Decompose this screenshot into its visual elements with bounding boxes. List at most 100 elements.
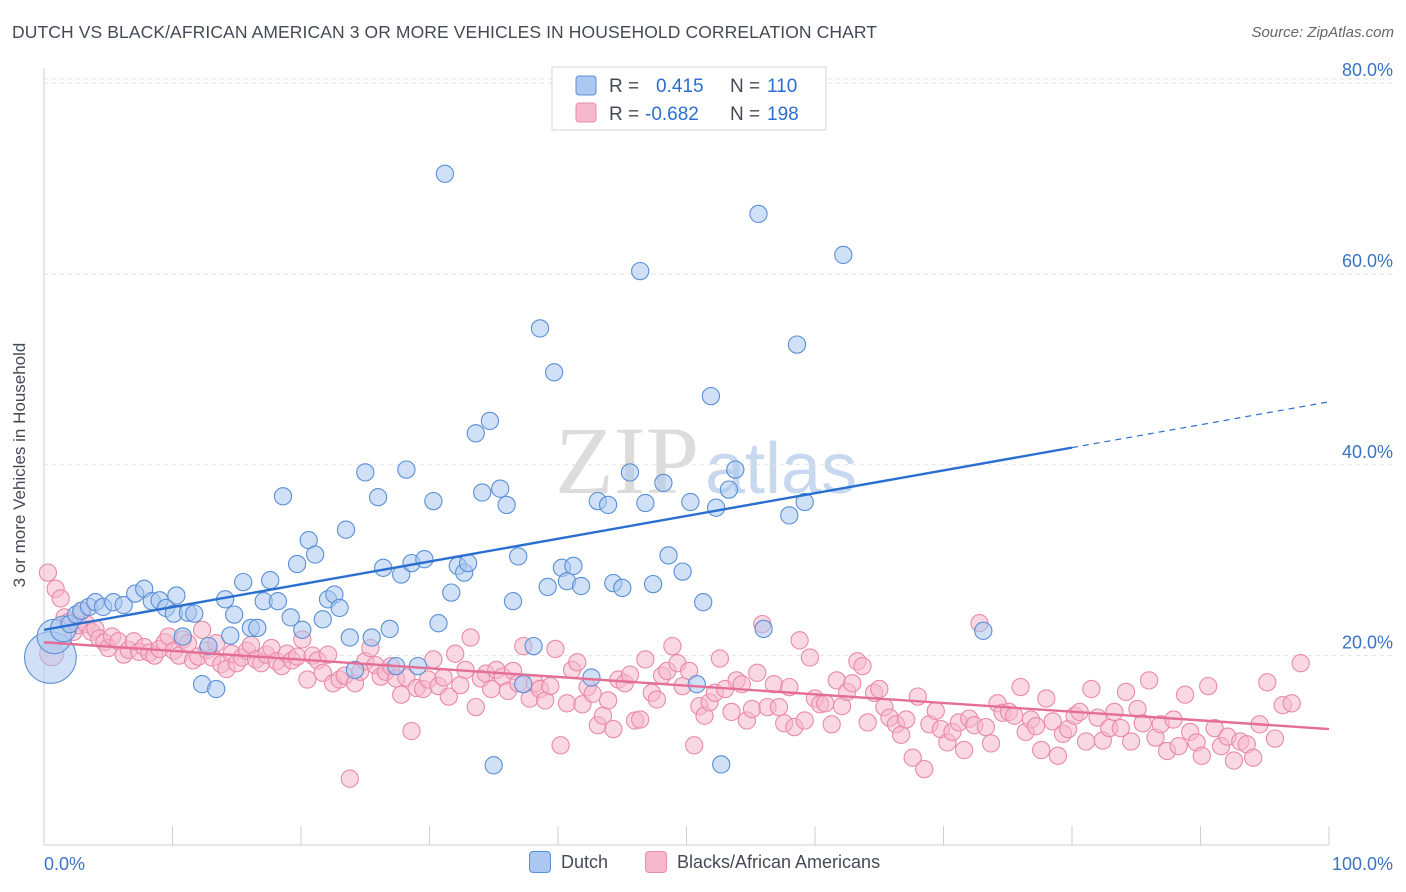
dutch-point-103 — [780, 506, 799, 525]
black-point-205 — [1111, 718, 1130, 738]
dutch-point-85 — [613, 578, 632, 598]
black-point-74 — [402, 721, 421, 741]
black-point-167 — [897, 710, 916, 729]
series-legend-label-dutch: Dutch — [561, 851, 609, 872]
black-point-117 — [631, 710, 650, 729]
legend-box — [551, 66, 827, 131]
black-point-102 — [551, 736, 570, 755]
black-point-105 — [568, 653, 587, 672]
dutch-point-97 — [706, 498, 726, 517]
black-point-78 — [424, 650, 443, 669]
black-point-209 — [1133, 714, 1152, 733]
black-point-80 — [434, 668, 453, 687]
y-tick-label-80: 80.0% — [1342, 60, 1393, 80]
y-tick-label-40: 40.0% — [1342, 442, 1393, 462]
black-point-199 — [1076, 732, 1096, 751]
dutch-point-26 — [225, 605, 244, 624]
black-point-182 — [981, 734, 1001, 753]
black-point-172 — [926, 701, 945, 721]
series-legend-dutch: Dutch — [529, 851, 608, 873]
dutch-point-32 — [268, 592, 288, 611]
dutch-point-33 — [273, 487, 293, 506]
dutch-point-27 — [234, 572, 253, 592]
series-legend-swatch-black — [645, 851, 667, 873]
legend-r-label-dutch: R = — [609, 76, 639, 97]
chart-title: DUTCH VS BLACK/AFRICAN AMERICAN 3 OR MOR… — [12, 22, 878, 42]
black-point-224 — [1224, 751, 1244, 770]
black-point-187 — [1011, 677, 1030, 697]
dutch-point-80 — [571, 576, 591, 596]
dutch-point-31 — [261, 571, 280, 590]
dutch-point-69 — [497, 495, 516, 515]
dutch-point-81 — [582, 668, 601, 687]
dutch-point-107 — [974, 621, 993, 640]
dutch-point-70 — [503, 592, 523, 611]
dutch-point-86 — [620, 463, 640, 482]
series-black-african-americans-points — [38, 563, 1310, 788]
dutch-point-90 — [654, 473, 673, 493]
dutch-point-94 — [687, 675, 706, 694]
black-point-0 — [38, 563, 58, 582]
dutch-point-36 — [293, 620, 312, 639]
black-point-232 — [1282, 694, 1301, 713]
dutch-point-75 — [538, 577, 557, 597]
black-point-72 — [392, 685, 411, 704]
dutch-point-59 — [435, 164, 455, 183]
black-point-153 — [822, 715, 841, 734]
dutch-point-104 — [787, 335, 807, 354]
dutch-point-73 — [524, 636, 543, 656]
x-tick-labels: 0.0% 100.0% — [44, 854, 1393, 874]
dutch-point-96 — [701, 386, 721, 406]
dutch-point-29 — [248, 618, 267, 638]
black-point-221 — [1205, 718, 1224, 738]
dutch-point-23 — [207, 679, 226, 699]
black-point-54 — [298, 670, 317, 689]
dutch-point-99 — [719, 480, 739, 499]
black-point-62 — [340, 769, 359, 788]
legend-r-label-black: R = — [609, 104, 639, 125]
black-point-206 — [1116, 682, 1136, 702]
black-point-152 — [816, 694, 835, 713]
dutch-point-10 — [114, 595, 133, 615]
series-legend: Dutch Blacks/African Americans — [0, 851, 1406, 879]
dutch-point-63 — [458, 553, 478, 573]
black-point-192 — [1037, 689, 1056, 708]
black-point-227 — [1244, 748, 1263, 767]
dutch-point-48 — [368, 488, 388, 507]
dutch-point-72 — [514, 675, 533, 694]
dutch-point-43 — [336, 520, 356, 539]
black-point-200 — [1082, 679, 1101, 699]
black-point-3 — [51, 589, 70, 608]
black-point-149 — [800, 648, 820, 667]
black-point-143 — [769, 697, 789, 717]
legend-n-label-dutch: N = — [730, 76, 760, 97]
black-point-210 — [1139, 671, 1159, 690]
black-point-229 — [1258, 673, 1277, 692]
y-axis-label: 3 or more Vehicles in Household — [10, 342, 29, 588]
dutch-point-83 — [598, 495, 618, 515]
black-point-101 — [546, 639, 565, 659]
series-dutch-points — [24, 164, 993, 775]
x-tick-label-100: 100.0% — [1332, 854, 1393, 874]
dutch-point-25 — [221, 626, 240, 645]
black-point-194 — [1048, 746, 1068, 765]
dutch-point-98 — [712, 755, 731, 774]
dutch-point-42 — [330, 598, 349, 618]
dutch-point-65 — [473, 483, 492, 502]
correlation-legend: R = 0.415 N = 110 R = -0.682 N = 198 — [551, 66, 827, 131]
black-point-190 — [1026, 717, 1046, 736]
black-point-139 — [748, 663, 767, 682]
black-point-123 — [663, 636, 682, 656]
dutch-point-92 — [673, 562, 692, 581]
dutch-point-106 — [834, 245, 853, 265]
black-point-181 — [976, 717, 996, 737]
black-point-220 — [1199, 676, 1218, 696]
legend-n-value-dutch: 110 — [767, 76, 797, 97]
dutch-point-67 — [484, 756, 503, 775]
black-point-58 — [318, 645, 338, 664]
dutch-point-95 — [694, 593, 713, 612]
dutch-point-87 — [631, 261, 650, 281]
dutch-point-71 — [509, 547, 528, 566]
black-point-111 — [598, 691, 618, 710]
dutch-point-56 — [415, 550, 434, 569]
